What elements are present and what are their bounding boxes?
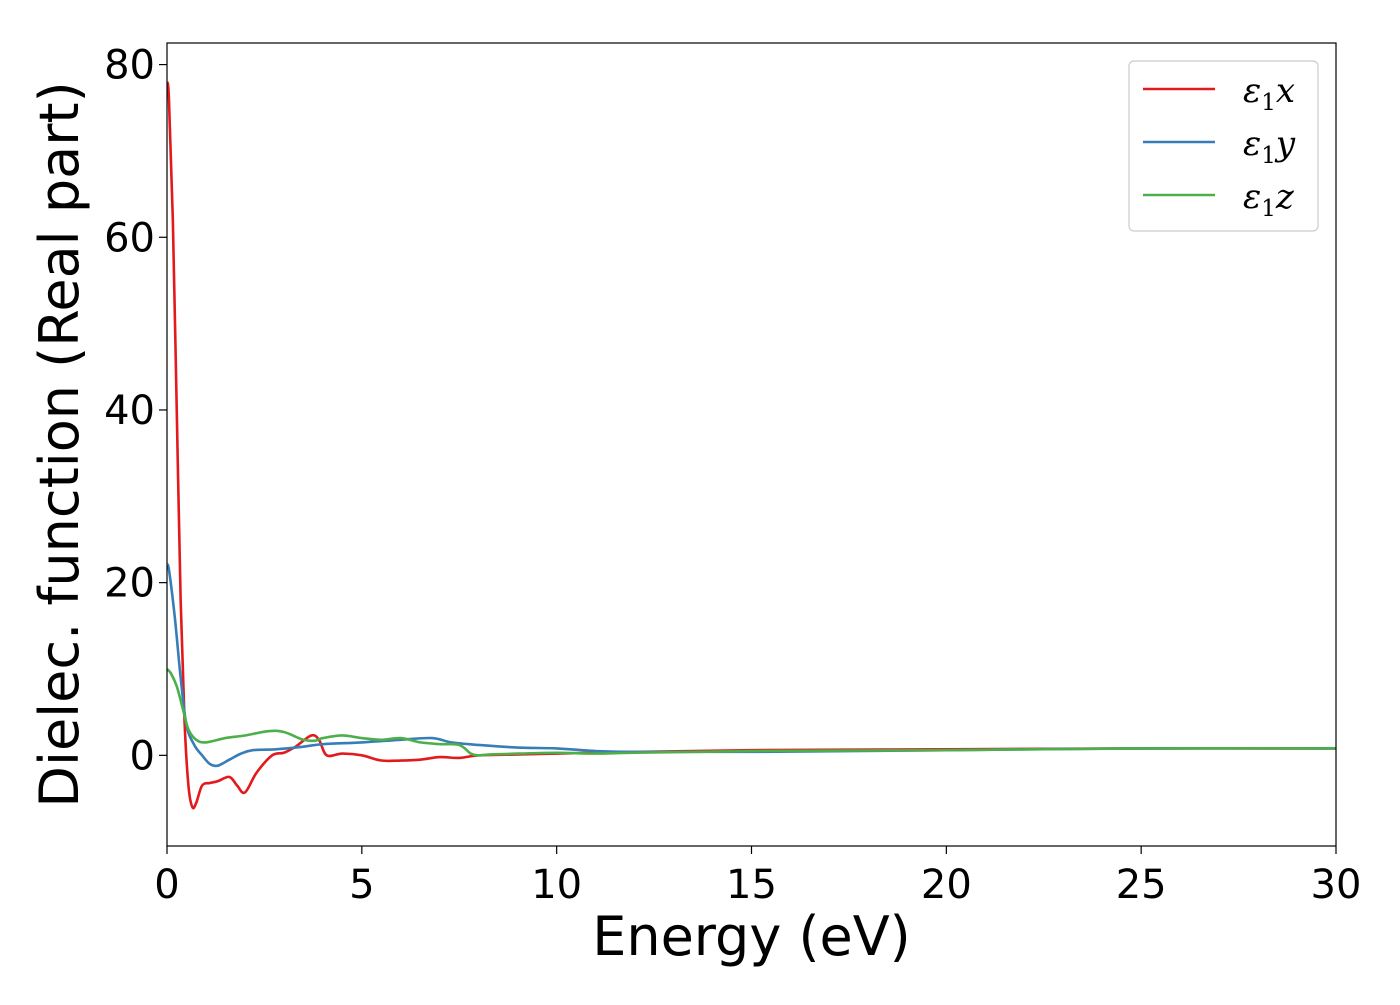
- x-tick-label: 10: [531, 862, 582, 908]
- y-tick-label: 80: [104, 43, 155, 89]
- legend-label-y: ε1y: [1243, 124, 1296, 169]
- y-tick-label: 40: [104, 388, 155, 434]
- x-tick-label: 15: [726, 862, 777, 908]
- x-axis: 0 5 10 15 20 25 30: [154, 846, 1361, 908]
- y-tick-label: 20: [104, 561, 155, 607]
- y-tick-label: 0: [130, 733, 155, 779]
- legend-box: [1128, 60, 1319, 232]
- x-tick-label: 20: [921, 862, 972, 908]
- x-axis-title: Energy (eV): [592, 905, 911, 968]
- series-layer: [167, 81, 1336, 810]
- x-tick-label: 5: [349, 862, 374, 908]
- y-tick-label: 60: [104, 215, 155, 261]
- x-tick-label: 25: [1116, 862, 1167, 908]
- legend: ε1x ε1y ε1z: [1128, 60, 1319, 232]
- series-line-z: [167, 668, 1336, 757]
- y-axis-title: Dielec. function (Real part): [28, 81, 91, 807]
- legend-label-x: ε1x: [1243, 71, 1295, 116]
- x-tick-label: 30: [1311, 862, 1362, 908]
- legend-label-z: ε1z: [1243, 177, 1295, 222]
- y-axis: 0 20 40 60 80: [104, 43, 167, 779]
- x-tick-label: 0: [154, 862, 179, 908]
